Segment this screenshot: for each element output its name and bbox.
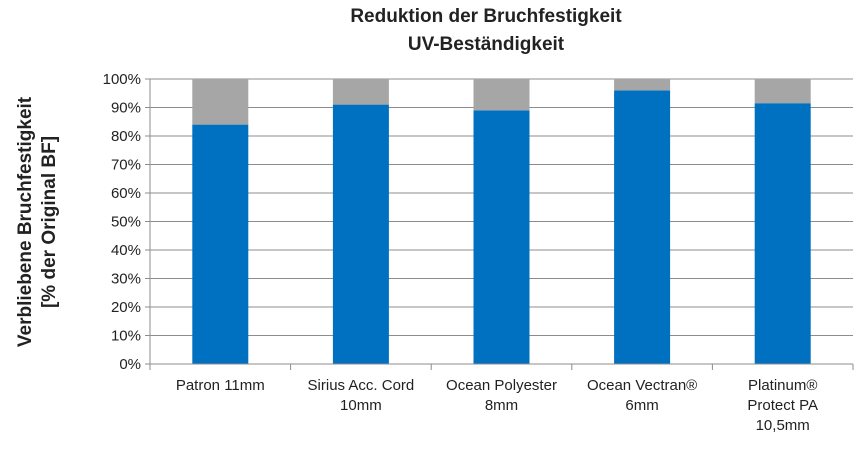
x-tick-label-line: Ocean Vectran® [587,377,697,394]
bar-segment-reduction [473,79,530,111]
bar-segment-reduction [754,79,811,104]
y-axis-title: Verbliebene Bruchfestigkeit [15,96,36,347]
y-tick-label: 0% [119,356,141,373]
chart-title-line-1: Reduktion der Bruchfestigkeit [350,6,622,27]
bar-segment-remaining [332,104,389,364]
y-tick-label: 30% [111,271,141,288]
y-tick-label: 60% [111,185,141,202]
bar-segment-reduction [332,79,389,105]
x-tick-label: Sirius Acc. Cord 10mm [308,377,415,414]
bar-segment-remaining [754,103,811,364]
y-tick-label: 40% [111,242,141,259]
y-axis-subtitle: [% der Original BF] [39,136,60,308]
x-tick-label-line: Sirius Acc. Cord [308,377,415,394]
x-tick-label-line: Patron 11mm [176,377,265,394]
y-tick-label: 50% [111,214,141,231]
x-tick-label-line: 10mm [340,397,382,414]
y-tick-label: 10% [111,328,141,345]
y-tick-label: 20% [111,299,141,316]
y-tick-label: 90% [111,100,141,117]
x-tick-label-line: 8mm [485,397,518,414]
x-tick-label: Ocean Vectran® 6mm [587,377,697,414]
y-tick-label: 70% [111,157,141,174]
x-tick-label-line: 10,5mm [756,417,810,434]
y-axis-title-line-1: Verbliebene Bruchfestigkeit [15,96,36,347]
y-tick-labels: 0% 10% 20% 30% 40% 50% 60% 70% 80% 90% 100% [103,71,141,373]
y-tick-label: 80% [111,128,141,145]
bar-segment-remaining [192,124,249,364]
bars [192,79,811,365]
y-tick-label: 100% [103,71,141,88]
bar-segment-reduction [614,79,671,91]
axes [145,78,854,370]
x-tick-labels: Patron 11mm Sirius Acc. Cord 10mm Ocean Pol… [176,377,818,434]
bar-segment-reduction [192,79,249,125]
x-tick-label-line: 6mm [625,397,658,414]
chart-title-line-2: UV-Beständigkeit [408,34,565,55]
x-tick-label: Platinum® Protect PA 10,5mm [747,377,818,434]
y-axis-title-line-2: [% der Original BF] [39,136,60,308]
x-tick-label: Patron 11mm [176,377,265,394]
bar-segment-remaining [614,90,671,365]
x-tick-label: Ocean Polyester 8mm [446,377,557,414]
x-tick-label-line: Ocean Polyester [446,377,557,394]
x-tick-label-line: Platinum® [748,377,817,394]
x-tick-label-line: Protect PA [747,397,818,414]
bar-segment-remaining [473,110,530,364]
